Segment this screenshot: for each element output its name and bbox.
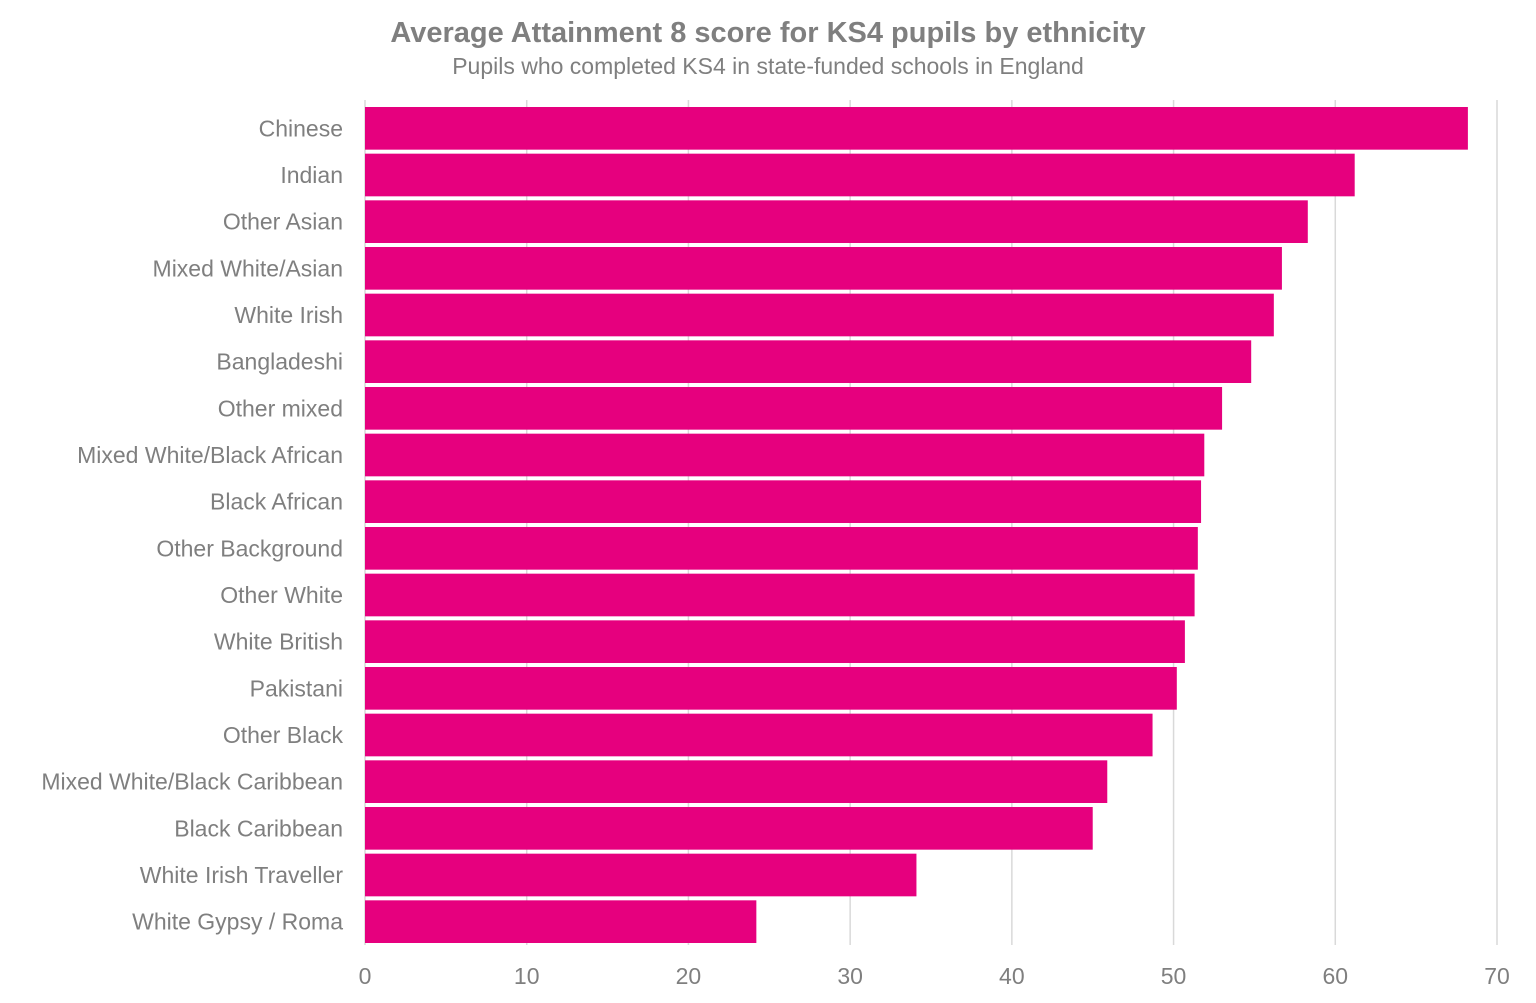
bar [365,480,1202,523]
bar [365,853,917,897]
x-tick-label: 0 [359,963,372,989]
category-label: Pakistani [250,675,343,701]
category-label: Other mixed [218,395,343,421]
bar [365,387,1223,430]
category-label: Bangladeshi [216,349,343,375]
x-tick-label: 10 [514,963,540,989]
bar [365,153,1355,197]
bar [365,760,1108,803]
chart-subtitle: Pupils who completed KS4 in state-funded… [452,53,1084,79]
bar [365,247,1282,290]
bar [365,900,757,943]
x-tick-label: 30 [837,963,863,989]
category-label: White Gypsy / Roma [132,909,343,935]
chart-title: Average Attainment 8 score for KS4 pupil… [390,17,1146,49]
category-label: Mixed White/Black Caribbean [41,769,343,795]
category-label: White Irish [234,302,343,328]
bar [365,713,1153,757]
bar [365,573,1195,617]
category-label: Other Background [156,535,343,561]
x-tick-label: 20 [676,963,702,989]
x-tick-label: 60 [1322,963,1348,989]
category-label: Mixed White/Asian [153,255,343,281]
category-labels: Chinese Indian Other Asian Mixed White/Asia… [41,115,343,934]
category-label: Other White [220,582,343,608]
category-label: Black African [210,489,343,515]
category-label: Mixed White/Black African [77,442,343,468]
category-label: Other Asian [223,209,343,235]
x-tick-label: 40 [999,963,1025,989]
bar [365,807,1093,850]
x-tick-label: 50 [1161,963,1187,989]
bar [365,667,1177,710]
x-tick-label: 70 [1484,963,1510,989]
bar [365,293,1274,337]
x-tick-labels: 0 10 20 30 40 50 60 70 [359,963,1510,989]
bars [365,107,1468,943]
category-label: Other Black [223,722,344,748]
bar [365,107,1468,150]
bar [365,433,1205,477]
category-label: White Irish Traveller [140,862,344,888]
bar [365,527,1198,570]
category-label: Black Caribbean [174,815,343,841]
bar [365,200,1308,243]
bar [365,620,1185,663]
category-label: Indian [280,162,343,188]
bar [365,340,1252,383]
category-label: White British [214,629,343,655]
category-label: Chinese [259,115,343,141]
